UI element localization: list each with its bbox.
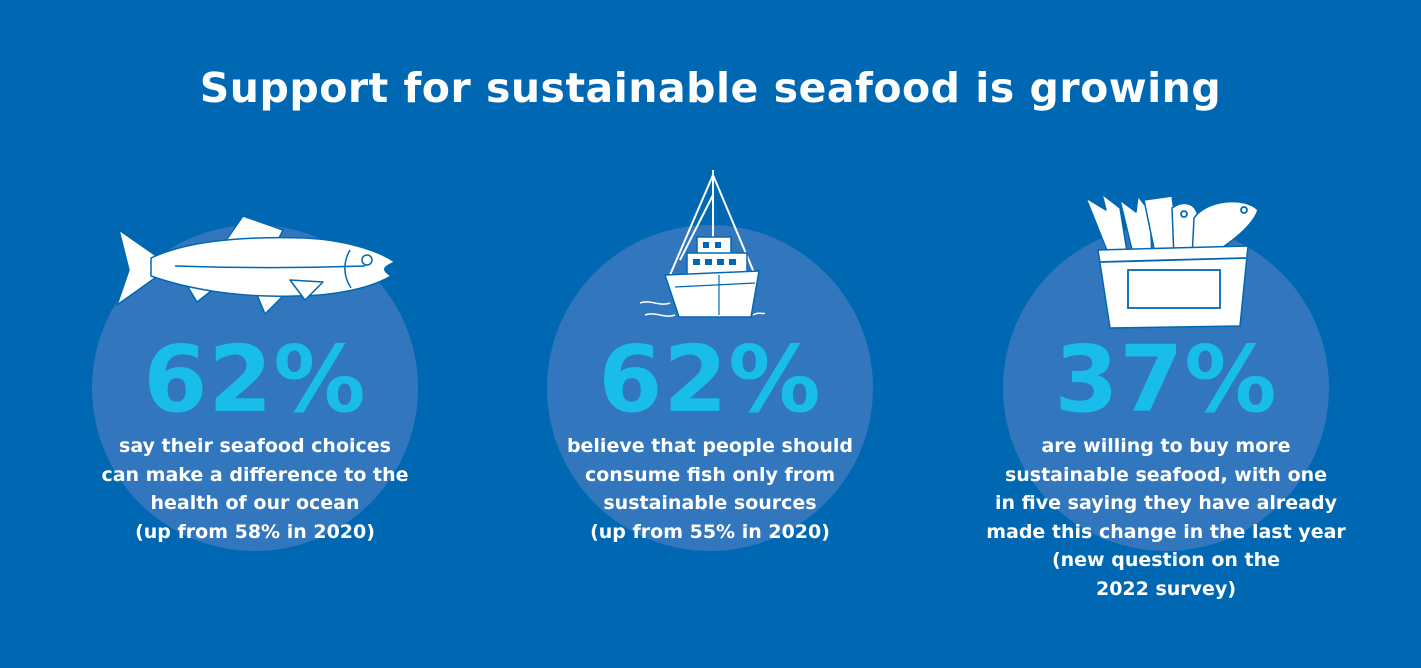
fish-crate-icon xyxy=(1085,193,1259,329)
stat-percentage: 62% xyxy=(143,326,367,433)
stat-description: are willing to buy more sustainable seaf… xyxy=(956,432,1376,603)
stat-card-sustainable-sources: 62% believe that people should consume f… xyxy=(500,0,920,668)
description-line: made this change in the last year xyxy=(986,520,1346,543)
stat-description: believe that people should consume fish … xyxy=(500,432,920,546)
salmon-icon xyxy=(116,215,396,315)
description-line: are willing to buy more xyxy=(1041,435,1291,457)
description-line: can make a difference to the xyxy=(101,463,409,486)
stat-card-willing-to-buy: 37% are willing to buy more sustainable … xyxy=(956,0,1376,668)
description-line: sustainable seafood, with one xyxy=(1004,463,1328,486)
description-line: consume fish only from xyxy=(584,463,836,486)
description-line: say their seafood choices xyxy=(119,435,391,457)
description-line: (up from 58% in 2020) xyxy=(135,520,375,543)
fishing-boat-icon xyxy=(639,170,765,318)
description-line: sustainable sources xyxy=(603,492,817,514)
stat-percentage: 62% xyxy=(598,326,822,433)
description-line: 2022 survey) xyxy=(1095,577,1237,600)
description-line: health of our ocean xyxy=(150,492,360,514)
stat-description: say their seafood choices can make a dif… xyxy=(45,432,465,546)
stat-card-ocean-health: 62% say their seafood choices can make a… xyxy=(45,0,465,668)
stat-percentage: 37% xyxy=(1054,326,1278,433)
description-line: (up from 55% in 2020) xyxy=(590,520,830,543)
description-line: in five saying they have already xyxy=(995,492,1337,514)
description-line: (new question on the xyxy=(1051,549,1281,571)
page-title: Support for sustainable seafood is growi… xyxy=(199,64,1222,112)
description-line: believe that people should xyxy=(566,435,854,457)
